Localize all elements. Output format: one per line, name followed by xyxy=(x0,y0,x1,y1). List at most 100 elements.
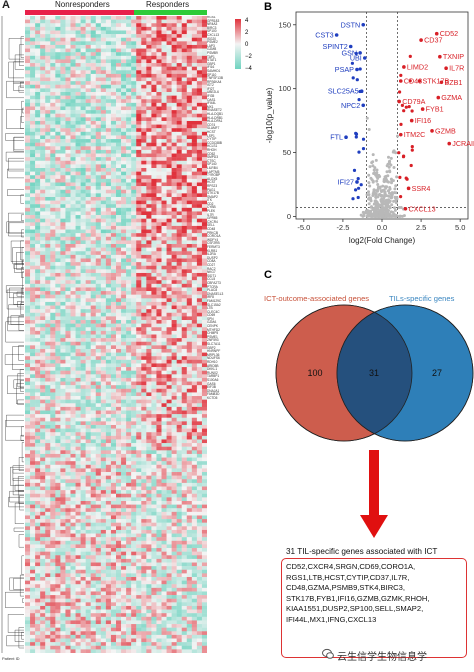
heatmap-cell xyxy=(126,160,132,165)
heatmap-cell xyxy=(35,128,41,133)
heatmap-cell xyxy=(166,142,172,147)
heatmap-cell xyxy=(70,196,76,201)
heatmap-cell xyxy=(201,334,207,339)
heatmap-cell xyxy=(126,280,132,285)
heatmap-cell xyxy=(45,472,51,476)
heatmap-cell xyxy=(116,283,122,288)
heatmap-cell xyxy=(65,432,71,437)
heatmap-cell xyxy=(60,247,66,252)
heatmap-cell xyxy=(110,168,117,172)
heatmap-cell xyxy=(166,95,172,100)
heatmap-cell xyxy=(25,211,31,216)
heatmap-cell xyxy=(151,298,157,303)
heatmap-cell xyxy=(55,341,61,346)
heatmap-cell xyxy=(45,341,51,346)
heatmap-cell xyxy=(50,316,56,321)
heatmap-cell xyxy=(50,34,56,38)
dendrogram-branch xyxy=(13,137,24,152)
heatmap-cell xyxy=(90,207,96,212)
heatmap-cell xyxy=(35,464,41,469)
heatmap-cell xyxy=(85,338,91,342)
heatmap-cell xyxy=(45,186,51,190)
heatmap-cell xyxy=(80,490,86,494)
heatmap-cell xyxy=(55,370,61,375)
heatmap-cell xyxy=(55,233,61,237)
heatmap-cell xyxy=(176,421,182,426)
heatmap-cell xyxy=(166,475,172,480)
heatmap-cell xyxy=(40,490,46,494)
heatmap-cell xyxy=(55,316,61,321)
heatmap-cell xyxy=(45,84,51,89)
heatmap-cell xyxy=(30,493,36,498)
heatmap-cell xyxy=(80,323,86,328)
heatmap-cell xyxy=(186,298,193,303)
heatmap-cell xyxy=(181,215,187,219)
heatmap-cell xyxy=(55,450,61,455)
heatmap-cell xyxy=(161,19,167,24)
heatmap-cell xyxy=(85,70,91,75)
heatmap-cell xyxy=(141,392,147,397)
heatmap-cell xyxy=(70,272,76,277)
heatmap-cell xyxy=(146,70,152,75)
heatmap-cell xyxy=(131,334,137,339)
group-label-responders: Responders xyxy=(146,0,190,9)
heatmap-cell xyxy=(95,178,102,183)
heatmap-cell xyxy=(166,482,172,487)
heatmap-cell xyxy=(65,381,71,386)
heatmap-cell xyxy=(196,320,203,324)
heatmap-cell xyxy=(171,142,177,147)
heatmap-cell xyxy=(136,146,142,151)
heatmap-cell xyxy=(116,55,122,60)
heatmap-cell xyxy=(40,352,46,357)
heatmap-cell xyxy=(55,200,61,205)
heatmap-cell xyxy=(25,117,31,122)
heatmap-cell xyxy=(126,334,132,339)
heatmap-cell xyxy=(191,240,198,245)
heatmap-cell xyxy=(176,428,182,433)
heatmap-cell xyxy=(110,443,117,447)
heatmap-cell xyxy=(181,254,187,259)
heatmap-cell xyxy=(151,305,157,310)
heatmap-cell xyxy=(110,218,117,223)
heatmap-cell xyxy=(50,99,56,104)
heatmap-cell xyxy=(161,113,167,118)
heatmap-cell xyxy=(90,457,96,462)
heatmap-cell xyxy=(110,283,117,288)
heatmap-cell xyxy=(151,291,157,295)
heatmap-cell xyxy=(45,320,51,324)
heatmap-cell xyxy=(176,135,182,140)
heatmap-cell xyxy=(60,128,66,133)
heatmap-cell xyxy=(90,124,96,129)
dendrogram-branch xyxy=(21,229,24,238)
heatmap-cell xyxy=(156,461,162,465)
heatmap-cell xyxy=(201,55,207,60)
heatmap-cell xyxy=(70,211,76,216)
heatmap-cell xyxy=(126,52,132,57)
heatmap-cell xyxy=(80,417,86,422)
heatmap-cell xyxy=(161,359,167,364)
heatmap-cell xyxy=(196,19,203,24)
heatmap-cell xyxy=(35,66,41,71)
heatmap-cell xyxy=(186,359,193,364)
heatmap-cell xyxy=(35,497,41,502)
heatmap-cell xyxy=(70,280,76,285)
heatmap-cell xyxy=(45,262,51,266)
heatmap-cell xyxy=(100,171,107,176)
heatmap-cell xyxy=(60,316,66,321)
heatmap-cell xyxy=(176,120,182,125)
heatmap-cell xyxy=(136,120,142,125)
heatmap-cell xyxy=(45,500,51,505)
heatmap-cell xyxy=(55,251,61,256)
heatmap-cell xyxy=(151,262,157,266)
heatmap-cell xyxy=(60,301,66,306)
heatmap-cell xyxy=(90,19,96,24)
heatmap-cell xyxy=(131,417,137,422)
heatmap-cell xyxy=(166,265,172,270)
heatmap-cell xyxy=(201,312,207,317)
heatmap-cell xyxy=(45,110,51,114)
dendrogram-branch xyxy=(13,293,24,305)
heatmap-cell xyxy=(156,265,162,270)
heatmap-cell xyxy=(70,66,76,71)
heatmap-cell xyxy=(181,251,187,256)
heatmap-cell xyxy=(166,479,172,484)
